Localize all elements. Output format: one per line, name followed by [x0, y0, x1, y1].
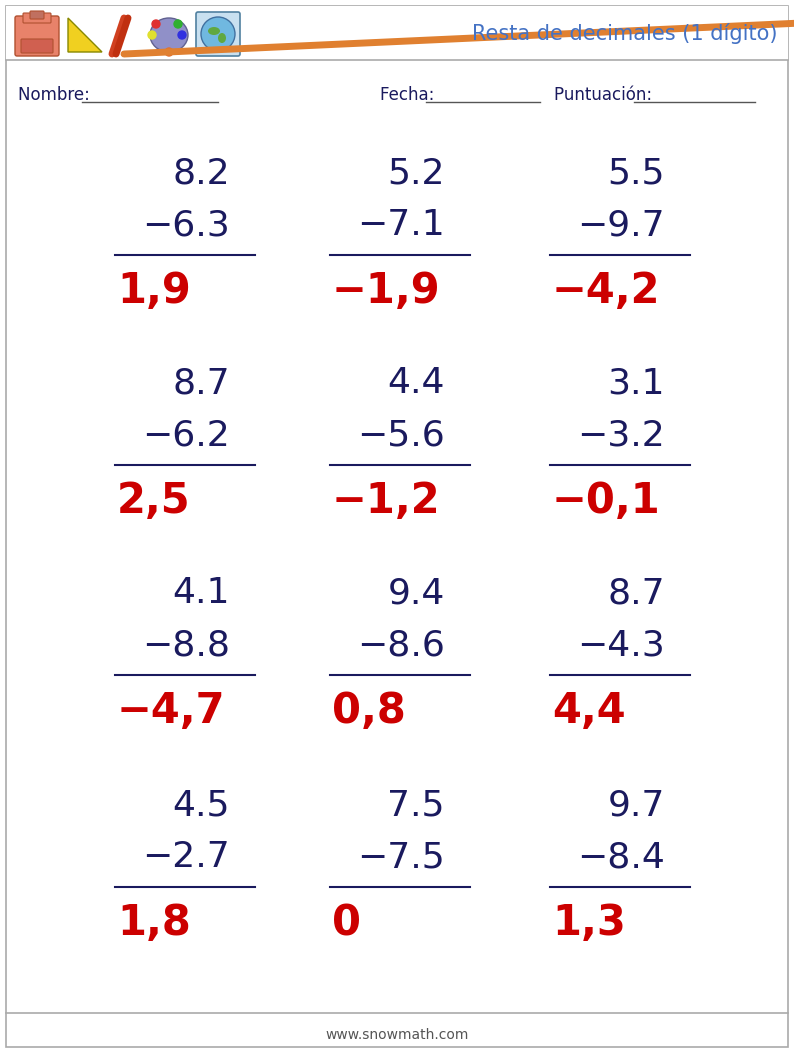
Circle shape — [178, 31, 186, 39]
FancyBboxPatch shape — [23, 13, 51, 23]
Ellipse shape — [208, 27, 220, 35]
Circle shape — [148, 31, 156, 39]
Text: 8.7: 8.7 — [172, 366, 230, 400]
FancyBboxPatch shape — [21, 39, 53, 53]
Text: −7.5: −7.5 — [357, 840, 445, 874]
Text: 1,8: 1,8 — [117, 902, 191, 943]
Text: 4.4: 4.4 — [387, 366, 445, 400]
FancyBboxPatch shape — [196, 12, 240, 56]
Text: −9.7: −9.7 — [577, 208, 665, 242]
Text: Fecha:: Fecha: — [380, 86, 440, 104]
Text: −1,2: −1,2 — [332, 480, 441, 522]
FancyBboxPatch shape — [15, 16, 59, 56]
Text: 5.2: 5.2 — [387, 156, 445, 190]
Text: 3.1: 3.1 — [607, 366, 665, 400]
Text: −2.7: −2.7 — [142, 840, 230, 874]
Text: 4.5: 4.5 — [172, 788, 230, 822]
Circle shape — [165, 48, 173, 56]
Text: −8.8: −8.8 — [142, 628, 230, 662]
Circle shape — [152, 20, 160, 28]
Text: Nombre:: Nombre: — [18, 86, 95, 104]
Text: 9.4: 9.4 — [387, 576, 445, 610]
Text: −7.1: −7.1 — [357, 208, 445, 242]
Text: 5.5: 5.5 — [607, 156, 665, 190]
Text: Resta de decimales (1 dígito): Resta de decimales (1 dígito) — [472, 22, 778, 43]
Text: −0,1: −0,1 — [552, 480, 661, 522]
Polygon shape — [68, 18, 102, 52]
Text: −4.3: −4.3 — [577, 628, 665, 662]
Text: −8.4: −8.4 — [577, 840, 665, 874]
Text: −1,9: −1,9 — [332, 270, 441, 312]
FancyBboxPatch shape — [6, 6, 788, 1047]
Text: 1,9: 1,9 — [117, 270, 191, 312]
Text: 2,5: 2,5 — [117, 480, 191, 522]
Text: −8.6: −8.6 — [357, 628, 445, 662]
Ellipse shape — [150, 18, 188, 52]
Circle shape — [201, 17, 235, 51]
Ellipse shape — [218, 33, 226, 43]
FancyBboxPatch shape — [6, 6, 788, 60]
Text: 7.5: 7.5 — [387, 788, 445, 822]
Text: −4,7: −4,7 — [117, 690, 225, 732]
FancyBboxPatch shape — [30, 11, 44, 19]
Text: 0,8: 0,8 — [332, 690, 406, 732]
Text: −6.3: −6.3 — [142, 208, 230, 242]
Text: 0: 0 — [332, 902, 361, 943]
Text: 1,3: 1,3 — [552, 902, 626, 943]
Text: 8.7: 8.7 — [607, 576, 665, 610]
Text: www.snowmath.com: www.snowmath.com — [326, 1028, 468, 1042]
Text: 4.1: 4.1 — [172, 576, 230, 610]
Circle shape — [174, 20, 182, 28]
Text: −3.2: −3.2 — [577, 418, 665, 452]
Text: −4,2: −4,2 — [552, 270, 661, 312]
Text: 9.7: 9.7 — [607, 788, 665, 822]
Text: −5.6: −5.6 — [357, 418, 445, 452]
Text: 8.2: 8.2 — [172, 156, 230, 190]
Text: −6.2: −6.2 — [142, 418, 230, 452]
Text: Puntuación:: Puntuación: — [554, 86, 657, 104]
Text: 4,4: 4,4 — [552, 690, 626, 732]
